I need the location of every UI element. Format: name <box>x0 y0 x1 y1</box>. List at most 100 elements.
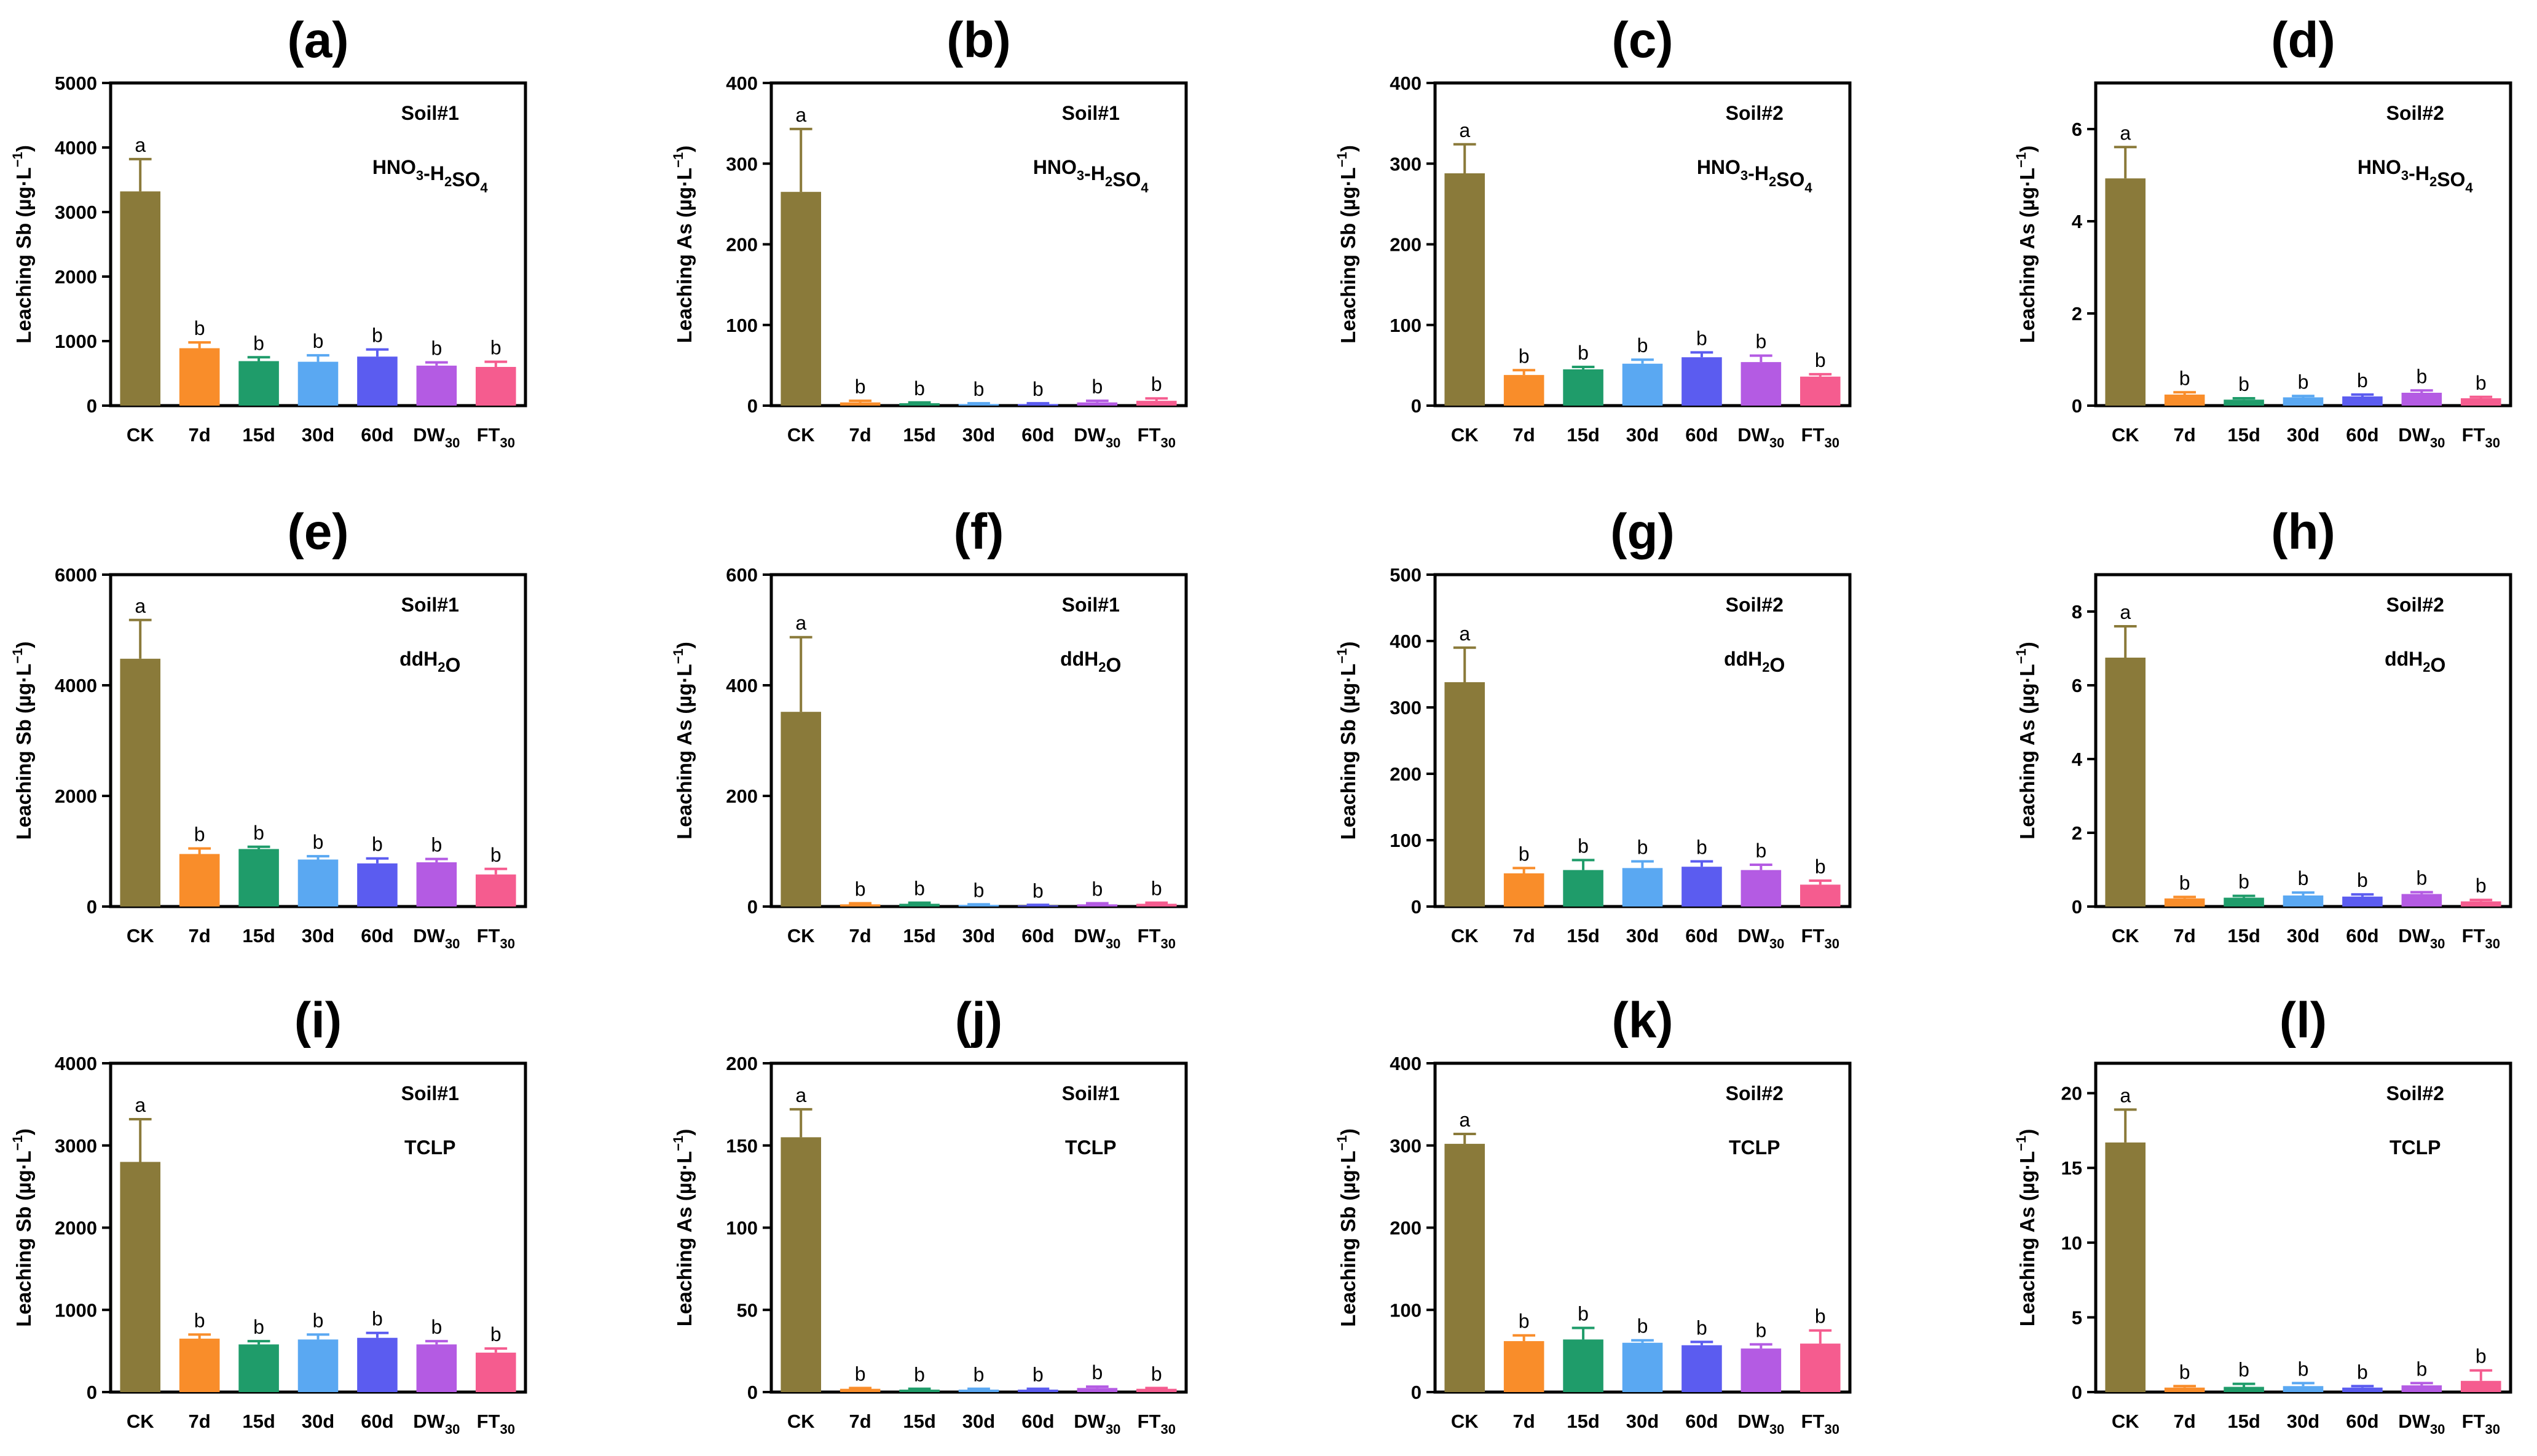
y-tick-label: 2 <box>2072 303 2082 325</box>
bar-7d <box>840 1388 881 1392</box>
bar-FT30 <box>2461 398 2501 406</box>
x-tick-label: CK <box>787 925 815 946</box>
y-axis-label: Leaching As (µg·L−1) <box>2013 1129 2039 1327</box>
x-tick-label: CK <box>2112 1411 2139 1432</box>
x-tick-label: 30d <box>1626 1411 1659 1432</box>
method-annotation: TCLP <box>2390 1136 2441 1159</box>
x-tick-label: 15d <box>242 925 275 946</box>
chart-panel-a: (a) 0 1000 2000 3000 4000 5000 Leaching Sb (µg·… <box>10 12 527 451</box>
y-tick-label: 300 <box>1390 1135 1422 1157</box>
x-tick-label: DW30 <box>413 1411 460 1437</box>
soil-annotation: Soil#2 <box>1726 102 1784 124</box>
bar-60d <box>2342 396 2383 406</box>
significance-letter: b <box>253 332 264 354</box>
x-tick-label: 60d <box>1685 925 1718 946</box>
method-annotation: TCLP <box>404 1136 456 1159</box>
bar-30d <box>1622 1342 1663 1392</box>
significance-letter: b <box>372 325 383 347</box>
significance-letter: b <box>194 1309 205 1331</box>
y-tick-label: 1000 <box>55 331 97 352</box>
y-tick-label: 300 <box>1390 153 1422 175</box>
x-tick-label: DW30 <box>1737 925 1784 951</box>
significance-letter: a <box>795 1084 806 1106</box>
y-tick-label: 200 <box>1390 234 1422 256</box>
significance-letter: a <box>135 134 146 156</box>
x-tick-label: 30d <box>1626 925 1659 946</box>
y-tick-label: 6000 <box>55 564 97 586</box>
x-tick-label: 15d <box>903 1411 935 1432</box>
bar-15d <box>899 903 940 907</box>
y-tick-label: 8 <box>2072 601 2082 623</box>
bar-7d <box>1503 375 1544 406</box>
x-tick-label: 7d <box>1513 1411 1535 1432</box>
x-tick-label: FT30 <box>1801 925 1839 951</box>
soil-annotation: Soil#2 <box>1726 1082 1784 1104</box>
x-tick-label: CK <box>787 424 815 446</box>
y-axis-label: Leaching Sb (µg·L−1) <box>1334 1128 1359 1327</box>
plot-frame <box>769 81 1188 407</box>
plot-frame <box>1433 81 1852 407</box>
y-tick-label: 4000 <box>55 137 97 159</box>
significance-letter: b <box>2298 1358 2309 1380</box>
x-tick-label: DW30 <box>413 424 460 451</box>
y-axis-label: Leaching As (µg·L−1) <box>671 1129 696 1327</box>
x-tick-label: 7d <box>849 1411 871 1432</box>
bar-FT30 <box>1136 903 1177 907</box>
significance-letter: b <box>490 844 502 866</box>
significance-letter: a <box>795 104 806 126</box>
significance-letter: b <box>2179 872 2190 894</box>
x-tick-label: 15d <box>1567 1411 1599 1432</box>
method-annotation: HNO3-H2SO4 <box>1697 156 1813 195</box>
x-tick-label: 60d <box>1021 424 1054 446</box>
x-tick-label: 30d <box>962 424 995 446</box>
method-annotation: HNO3-H2SO4 <box>2358 156 2474 195</box>
bar-15d <box>238 1344 279 1392</box>
x-tick-label: 15d <box>903 424 935 446</box>
bar-30d <box>958 905 999 907</box>
bar-7d <box>179 348 220 406</box>
y-tick-label: 400 <box>726 675 758 696</box>
bar-7d <box>2164 898 2205 907</box>
bar-7d <box>2164 1387 2205 1392</box>
y-tick-label: 6 <box>2072 119 2082 140</box>
y-tick-label: 0 <box>747 395 758 417</box>
y-axis-label: Leaching Sb (µg·L−1) <box>10 642 35 840</box>
bar-60d <box>1682 357 1722 406</box>
bar-15d <box>899 403 940 406</box>
y-tick-label: 100 <box>1390 315 1422 336</box>
significance-letter: b <box>1755 331 1766 353</box>
significance-letter: b <box>372 1308 383 1330</box>
chart-panel-e: (e) 0 2000 4000 6000 Leaching Sb (µg·L−1) a CK b… <box>10 504 527 951</box>
y-tick-label: 100 <box>1390 830 1422 851</box>
bar-FT30 <box>1800 884 1841 907</box>
x-tick-label: FT30 <box>477 424 515 451</box>
significance-letter: b <box>490 1323 502 1345</box>
chart-panel-d: (d) 0 2 4 6 Leaching As (µg·L−1) a CK b 7d b 15d b 30… <box>2013 12 2512 451</box>
y-axis-label: Leaching Sb (µg·L−1) <box>1334 145 1359 344</box>
panel-letter: (h) <box>2271 504 2335 560</box>
panel-letter: (g) <box>1610 504 1675 560</box>
y-axis-label: Leaching Sb (µg·L−1) <box>10 1128 35 1327</box>
bar-7d <box>1503 1341 1544 1392</box>
x-tick-label: FT30 <box>1801 424 1839 451</box>
y-tick-label: 100 <box>726 315 758 336</box>
bar-7d <box>1503 873 1544 907</box>
x-tick-label: 30d <box>1626 424 1659 446</box>
significance-letter: b <box>974 1364 985 1386</box>
significance-letter: a <box>1459 623 1470 645</box>
significance-letter: b <box>2357 369 2368 392</box>
x-tick-label: 7d <box>189 925 211 946</box>
y-axis-label: Leaching Sb (µg·L−1) <box>1334 642 1359 840</box>
plot-frame <box>2094 81 2512 407</box>
y-tick-label: 200 <box>1390 763 1422 785</box>
x-tick-label: DW30 <box>2398 424 2445 451</box>
y-tick-label: 4000 <box>55 1053 97 1074</box>
x-tick-label: 15d <box>903 925 935 946</box>
x-tick-label: 60d <box>1021 925 1054 946</box>
bar-DW30 <box>1077 402 1118 406</box>
y-tick-label: 600 <box>726 564 758 586</box>
significance-letter: b <box>1578 342 1589 364</box>
significance-letter: b <box>1696 836 1707 859</box>
soil-annotation: Soil#2 <box>2386 102 2444 124</box>
bar-FT30 <box>1800 376 1841 406</box>
